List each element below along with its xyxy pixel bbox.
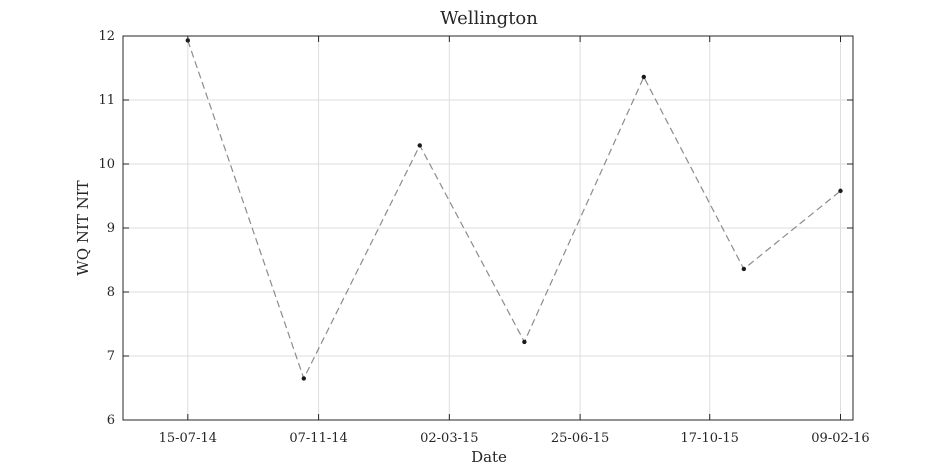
data-point — [838, 188, 843, 194]
y-tick-label: 6 — [107, 413, 115, 428]
x-tick-label: 02-03-15 — [420, 431, 478, 446]
y-tick-label: 10 — [98, 157, 115, 172]
y-tick-label: 7 — [107, 349, 115, 364]
y-tick-label: 11 — [98, 93, 115, 108]
y-tick-label: 12 — [98, 29, 115, 44]
y-tick-label: 9 — [107, 221, 115, 236]
grid-lines — [123, 35, 853, 421]
data-point — [641, 74, 646, 80]
x-tick-label: 15-07-14 — [159, 431, 217, 446]
chart-title: Wellington — [440, 8, 538, 29]
y-tick-labels: 6 7 8 9 10 11 12 — [98, 29, 115, 428]
data-point — [417, 143, 422, 148]
x-tick-label: 09-02-16 — [811, 431, 869, 446]
series-layer — [185, 38, 843, 381]
data-point — [741, 266, 747, 272]
x-tick-label: 25-06-15 — [551, 431, 609, 446]
x-tick-label: 07-11-14 — [289, 431, 347, 446]
y-tick-label: 8 — [107, 285, 115, 300]
y-axis-label: WQ NIT NIT — [74, 180, 92, 275]
tick-marks — [123, 35, 853, 421]
x-axis-label: Date — [471, 448, 507, 466]
x-tick-labels: 15-07-14 07-11-14 02-03-15 25-06-15 17-10-15… — [159, 431, 870, 446]
x-tick-label: 17-10-15 — [681, 431, 739, 446]
series-line — [187, 40, 841, 380]
data-point — [301, 376, 306, 381]
data-point — [522, 339, 527, 345]
